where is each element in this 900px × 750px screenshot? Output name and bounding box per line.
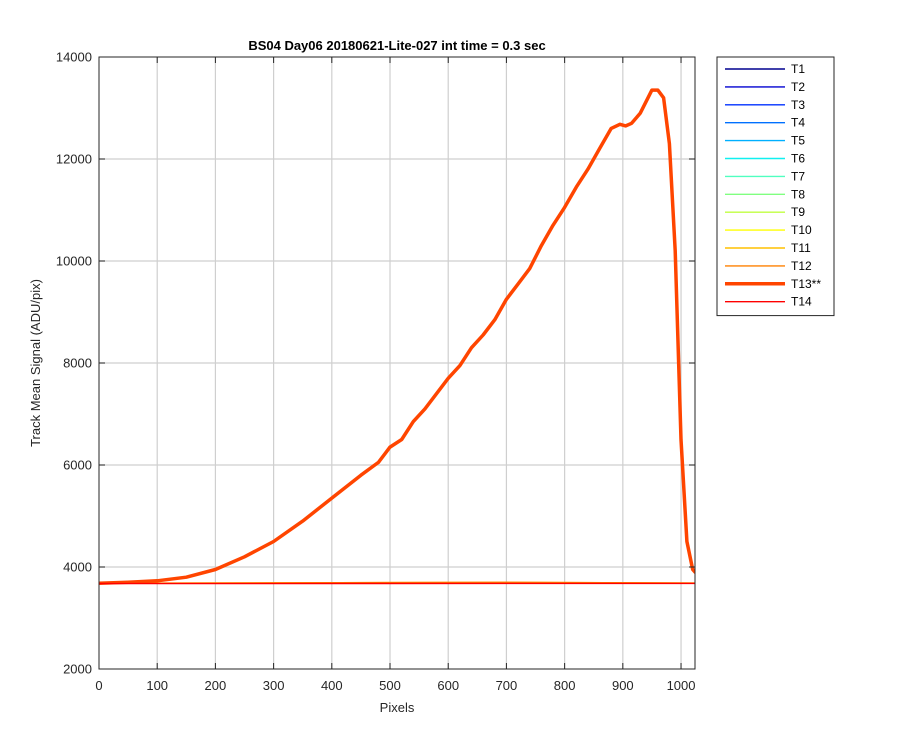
x-tick-label: 800: [554, 678, 576, 693]
legend-label: T2: [791, 80, 805, 94]
series-layer: [99, 88, 695, 586]
y-tick-label: 6000: [63, 458, 92, 473]
legend: T1 T2 T3 T4 T5 T6 T7 T8 T9 T10 T11 T12 T13** T14: [716, 56, 835, 317]
legend-label: T10: [791, 223, 812, 237]
y-tick-label: 8000: [63, 356, 92, 371]
x-tick-label: 1000: [667, 678, 696, 693]
ticks: 0 100 200 300 400 500 600 700 800 900 1000 2000 4000…: [56, 50, 696, 694]
y-tick-label: 10000: [56, 254, 92, 269]
x-tick-label: 300: [263, 678, 285, 693]
x-tick-label: 500: [379, 678, 401, 693]
legend-label: T5: [791, 134, 805, 148]
x-axis-label: Pixels: [380, 700, 415, 715]
x-tick-label: 700: [496, 678, 518, 693]
legend-label: T13**: [791, 277, 821, 291]
x-tick-label: 200: [205, 678, 227, 693]
x-tick-label: 600: [437, 678, 459, 693]
x-tick-label: 400: [321, 678, 343, 693]
legend-label: T12: [791, 259, 812, 273]
legend-label: T11: [791, 241, 811, 255]
chart-title: BS04 Day06 20180621-Lite-027 int time = …: [248, 38, 545, 53]
y-tick-label: 14000: [56, 50, 92, 65]
x-tick-label: 100: [146, 678, 168, 693]
series-line-t13: [99, 88, 695, 586]
y-tick-label: 4000: [63, 560, 92, 575]
legend-label: T14: [791, 295, 812, 309]
y-tick-label: 2000: [63, 662, 92, 677]
legend-box: [716, 56, 835, 317]
x-tick-label: 900: [612, 678, 634, 693]
legend-label: T6: [791, 152, 805, 166]
legend-label: T8: [791, 187, 805, 201]
legend-label: T4: [791, 116, 805, 130]
legend-label: T1: [791, 62, 805, 76]
y-tick-label: 12000: [56, 152, 92, 167]
x-tick-label: 0: [95, 678, 102, 693]
legend-label: T3: [791, 98, 805, 112]
legend-label: T7: [791, 169, 805, 183]
y-axis-label: Track Mean Signal (ADU/pix): [28, 279, 43, 447]
legend-label: T9: [791, 205, 805, 219]
grid: [99, 57, 695, 669]
